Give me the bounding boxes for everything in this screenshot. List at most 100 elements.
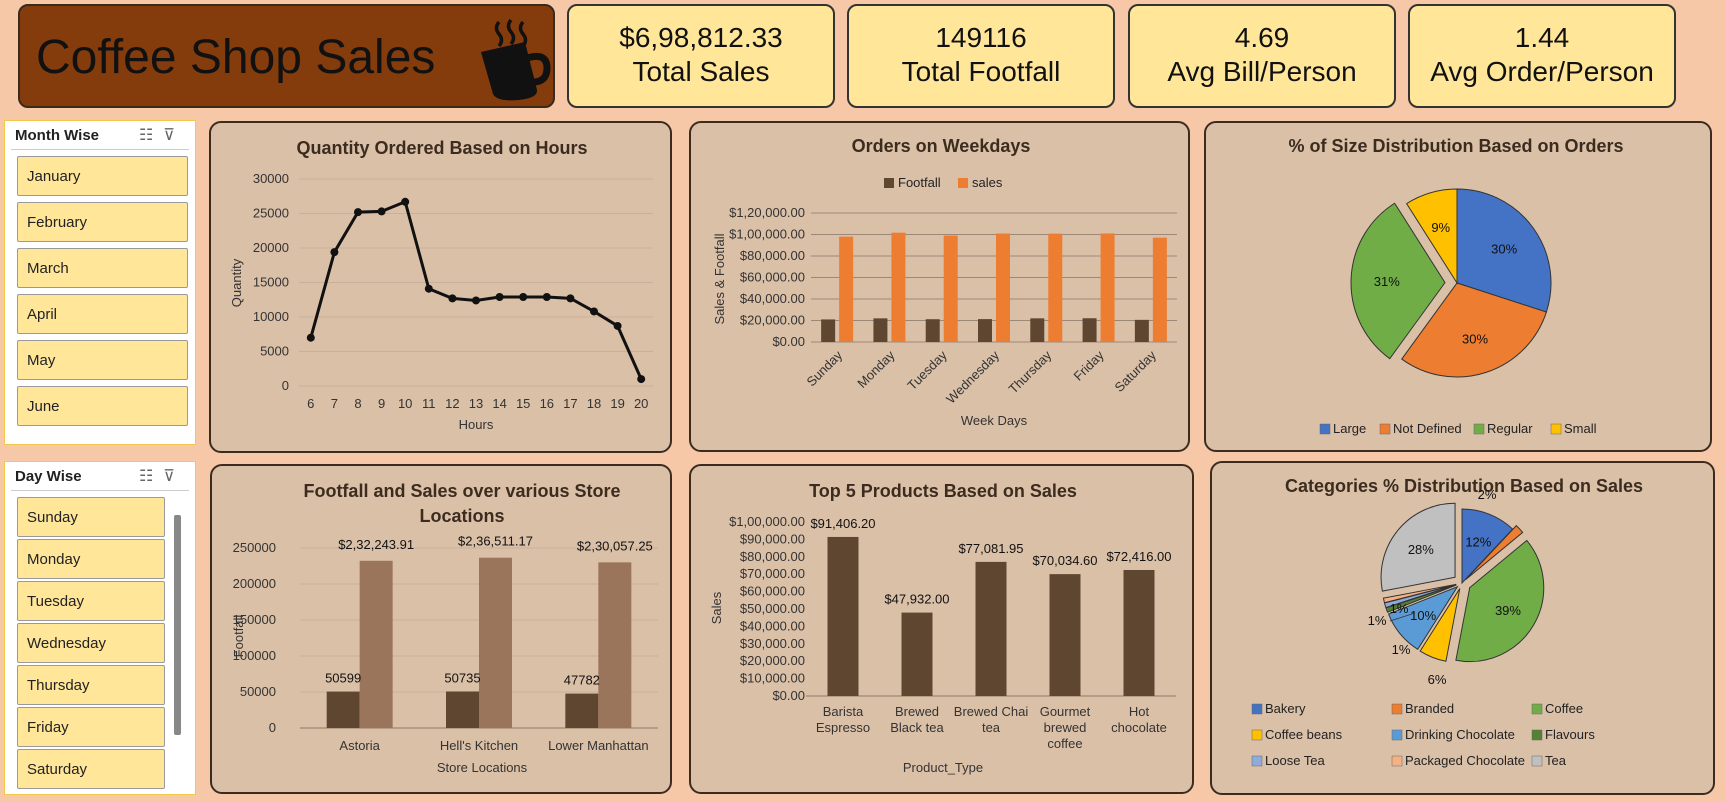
hours-chart-panel: Quantity Ordered Based on Hours 0 5000 1000… [209,121,672,453]
data-point [306,333,315,342]
slicer-item-monday[interactable]: Monday [17,539,165,579]
y-tick-label: 0 [269,720,276,735]
legend-swatch [958,178,968,188]
legend-label: Large [1333,421,1366,436]
y-tick-label: $0.00 [772,334,805,349]
data-label: 47782 [564,673,600,688]
legend-swatch [1319,423,1331,435]
legend-swatch [1391,703,1403,715]
pie-slice [1405,188,1458,285]
slicer-item-may[interactable]: May [17,340,188,380]
slice-label: 28% [1408,542,1434,557]
slicer-item-tuesday[interactable]: Tuesday [17,581,165,621]
data-point [542,292,551,301]
y-tick-label: $10,000.00 [740,671,805,686]
slicer-item-january[interactable]: January [17,156,188,196]
categories-chart-panel: Categories % Distribution Based on Sales… [1210,461,1715,795]
sales-bar [1048,233,1063,342]
size-pie-chart: % of Size Distribution Based on Orders 30… [1288,136,1623,436]
data-point [590,307,598,316]
chart-title: Footfall and Sales over various Store [303,481,620,501]
sales-bar [1123,569,1155,696]
slice-label: 6% [1428,672,1447,687]
footfall-bar [565,693,599,728]
data-label: $2,36,511.17 [458,534,533,549]
y-tick-label: 200000 [233,576,276,591]
x-tick-label: 15 [516,396,530,411]
legend-label: Branded [1405,701,1454,716]
slice-label: 12% [1465,535,1491,550]
footfall-bar [1030,318,1045,342]
y-tick-label: 15000 [253,275,289,290]
x-tick-label: Espresso [816,720,870,735]
slice-label: 30% [1491,242,1517,257]
legend-swatch [1531,729,1543,741]
sales-bar [359,560,393,728]
x-tick-label: Brewed Chai [954,704,1029,719]
y-tick-label: 0 [282,378,289,393]
legend-label: Tea [1545,753,1567,768]
kpi-label: Avg Order/Person [1430,56,1654,87]
legend-swatch [884,178,894,188]
data-label: 50735 [444,670,480,685]
slice-label: 1% [1392,642,1411,657]
slicer-item-march[interactable]: March [17,248,188,288]
slicer-item-april[interactable]: April [17,294,188,334]
footfall-bar [925,319,940,342]
y-axis-label: Sales [709,591,724,624]
stores-chart-panel: Footfall and Sales over various Store Loc… [210,464,672,794]
y-tick-label: $40,000.00 [740,618,805,633]
sales-bar [901,612,933,696]
slicer-item-sunday[interactable]: Sunday [17,497,165,537]
slicer-item-thursday[interactable]: Thursday [17,665,165,705]
legend-label: Regular [1487,421,1533,436]
y-axis-label: Quantity [229,258,244,307]
y-tick-label: $90,000.00 [740,531,805,546]
multi-select-icon[interactable]: ☷ [138,468,164,485]
y-tick-label: $50,000.00 [740,601,805,616]
chart-title: % of Size Distribution Based on Orders [1288,136,1623,156]
kpi-label: Total Footfall [901,56,1061,87]
data-point [401,197,410,206]
slicer-title: Day Wise [15,468,82,485]
data-label: $2,32,243.91 [338,537,414,552]
slicer-item-wednesday[interactable]: Wednesday [17,623,165,663]
y-tick-label: $70,000.00 [740,566,805,581]
x-tick-label: 14 [492,396,506,411]
footfall-bar [978,319,992,342]
data-point [472,296,480,305]
slicer-scrollbar[interactable] [174,515,181,735]
data-point [613,321,622,330]
x-tick-label: 16 [540,396,554,411]
sales-bar [1100,233,1115,342]
x-tick-label: Black tea [890,720,944,735]
slice-label: 30% [1462,331,1488,346]
x-tick-label: Sunday [803,347,845,389]
legend-swatch [1391,729,1403,741]
slice-label: 31% [1374,274,1400,289]
x-tick-label: Monday [854,347,898,391]
slice-label: 10% [1410,608,1436,623]
slicer-item-friday[interactable]: Friday [17,707,165,747]
slicer-item-saturday[interactable]: Saturday [17,749,165,789]
y-tick-label: $60,000.00 [740,270,805,285]
legend-label: sales [972,175,1003,190]
weekdays-chart-panel: Orders on Weekdays Footfall sales $0.00 $20,… [689,121,1190,452]
legend-swatch [1251,703,1263,715]
kpi-value: 4.69 [1234,22,1290,53]
slicer-item-february[interactable]: February [17,202,188,242]
y-axis-label: Sales & Footfall [712,233,727,324]
data-point [354,208,362,217]
data-point [424,284,433,293]
multi-select-icon[interactable]: ☷ [138,127,164,144]
slicer-item-june[interactable]: June [17,386,188,426]
clear-filter-icon[interactable]: ⊽ [163,127,185,144]
y-tick-label: $1,20,000.00 [729,205,805,220]
weekdays-bar-chart: Orders on Weekdays Footfall sales $0.00 $20,… [712,136,1177,428]
kpi-value: 1.44 [1514,22,1570,53]
x-tick-label: Brewed [895,704,939,719]
data-label: $2,30,057.25 [577,538,653,553]
y-tick-label: $1,00,000.00 [729,227,805,242]
clear-filter-icon[interactable]: ⊽ [163,468,185,485]
sales-bar [1152,237,1167,342]
